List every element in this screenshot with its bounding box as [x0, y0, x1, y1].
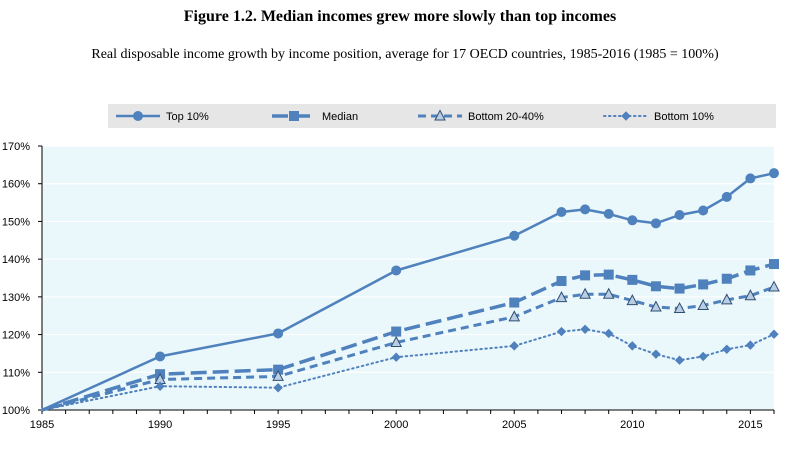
data-point — [273, 328, 284, 339]
legend-label: Bottom 20-40% — [468, 111, 544, 123]
series-line-bottom-20-40 — [41, 285, 775, 412]
data-point — [698, 351, 708, 362]
y-tick-label: 140% — [2, 254, 30, 266]
data-point — [509, 230, 520, 241]
data-point — [769, 168, 779, 179]
data-point — [579, 287, 591, 299]
legend-diamond-marker — [621, 111, 631, 121]
data-point — [627, 215, 638, 226]
data-point — [721, 191, 732, 202]
series — [41, 168, 780, 412]
data-point — [391, 265, 402, 276]
data-point — [673, 301, 686, 314]
data-point — [603, 269, 614, 280]
x-tick-label: 2000 — [384, 419, 408, 431]
series-bottom-20-40 — [41, 280, 780, 412]
data-point — [555, 291, 568, 303]
series-median — [41, 259, 779, 412]
data-point — [720, 293, 733, 305]
data-point — [391, 326, 402, 337]
x-tick-label: 2010 — [620, 419, 644, 431]
data-point — [744, 289, 757, 301]
legend: Top 10% Median Bottom 20-40% Bottom 10% — [108, 104, 776, 128]
data-point — [556, 326, 567, 337]
data-point — [626, 294, 639, 306]
y-tick-label: 170% — [2, 141, 30, 153]
legend-circle-marker — [133, 111, 143, 121]
data-point — [556, 207, 567, 217]
data-point — [674, 283, 685, 294]
y-tick-label: 110% — [3, 367, 31, 379]
y-tick-label: 160% — [2, 179, 30, 191]
data-point — [627, 274, 638, 285]
data-point — [556, 276, 567, 287]
legend-square-marker — [289, 111, 299, 121]
y-tick-label: 120% — [2, 330, 30, 342]
data-point — [769, 259, 779, 270]
data-point — [603, 208, 614, 219]
data-point — [674, 210, 685, 221]
x-tick-label: 1985 — [30, 419, 54, 431]
data-point — [273, 383, 283, 393]
data-point — [509, 297, 520, 308]
data-point — [580, 270, 591, 281]
legend-triangle-marker — [434, 109, 446, 121]
data-point — [627, 341, 638, 351]
data-point — [698, 205, 709, 216]
legend-label: Bottom 10% — [654, 111, 714, 123]
y-tick-label: 130% — [2, 292, 30, 304]
data-point — [390, 335, 403, 347]
data-point — [768, 280, 780, 292]
data-point — [580, 324, 590, 334]
data-point — [698, 279, 709, 290]
data-point — [272, 369, 284, 381]
data-point — [650, 281, 661, 292]
figure-subtitle: Real disposable income growth by income … — [91, 47, 719, 62]
data-point — [650, 218, 661, 229]
y-tick-label: 100% — [2, 405, 30, 417]
data-point — [604, 328, 614, 339]
series-bottom-10 — [41, 324, 779, 411]
figure-title: Figure 1.2. Median incomes grew more slo… — [183, 8, 617, 25]
data-point — [697, 298, 709, 311]
data-point — [650, 300, 662, 312]
data-point — [745, 173, 756, 184]
legend-label: Top 10% — [166, 111, 209, 123]
legend-label: Median — [322, 111, 358, 123]
plot-area — [42, 146, 774, 410]
y-tick-label: 150% — [2, 216, 30, 228]
data-point — [745, 340, 756, 350]
data-point — [391, 352, 401, 362]
data-point — [769, 329, 779, 339]
x-tick-label: 2005 — [502, 419, 526, 431]
data-point — [155, 381, 165, 391]
data-point — [580, 204, 591, 215]
data-point — [508, 310, 521, 322]
x-tick-label: 1995 — [266, 419, 290, 431]
data-point — [721, 273, 732, 284]
series-top-10 — [41, 168, 779, 412]
axes: 100% 110% 120% 130% 140% 150% 160% 170% 1985 1990… — [2, 141, 775, 431]
data-point — [674, 355, 685, 365]
x-tick-label: 1990 — [148, 419, 172, 431]
line-chart: Top 10% Median Bottom 20-40% Bottom 10% 100… — [2, 104, 780, 431]
data-point — [509, 341, 519, 351]
data-point — [651, 349, 661, 359]
data-point — [745, 265, 756, 276]
data-point — [155, 351, 166, 362]
x-tick-label: 2015 — [738, 419, 762, 431]
data-point — [722, 344, 732, 354]
data-point — [602, 287, 615, 299]
